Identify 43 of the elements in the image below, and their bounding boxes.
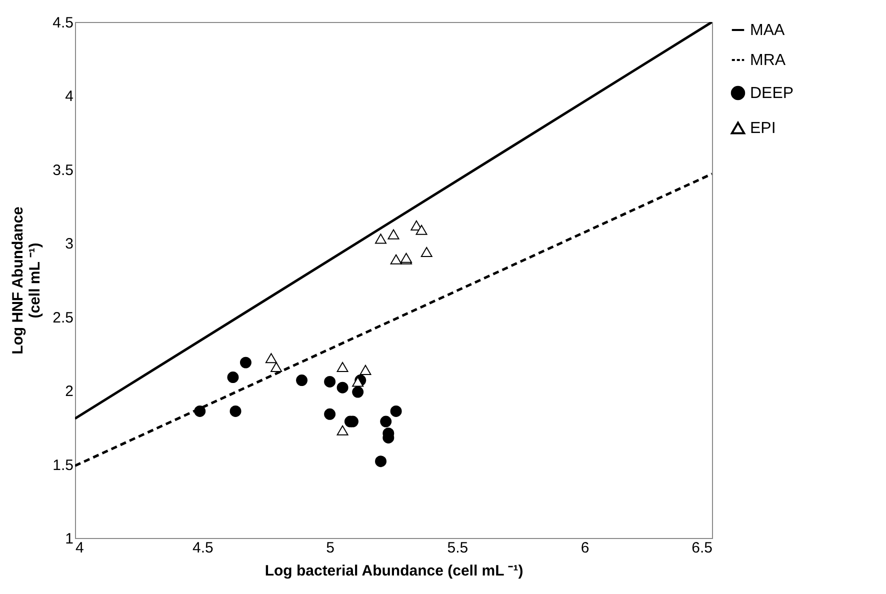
point bbox=[360, 364, 372, 375]
point bbox=[336, 362, 348, 372]
point bbox=[324, 376, 336, 388]
point bbox=[375, 234, 387, 244]
y-tick-label: 4 bbox=[65, 88, 74, 106]
point bbox=[194, 405, 206, 417]
y-axis-title: Log HNF Abundance (cell mL ⁻¹) bbox=[10, 206, 44, 354]
y-tick-label: 3 bbox=[65, 236, 74, 253]
y-tick-label: 4.5 bbox=[52, 14, 74, 32]
y-tick-label: 2.5 bbox=[52, 309, 74, 326]
y-tick-label: 2 bbox=[65, 383, 74, 400]
x-tick-label: 5 bbox=[326, 540, 334, 556]
legend-label: DEEP bbox=[750, 85, 794, 102]
y-tick-label: 1.5 bbox=[52, 456, 74, 474]
point bbox=[336, 382, 348, 394]
x-tick-label: 6.5 bbox=[692, 540, 712, 556]
point bbox=[240, 356, 252, 368]
point bbox=[296, 374, 308, 386]
legend-label: EPI bbox=[750, 120, 776, 137]
x-tick-label: 5.5 bbox=[447, 540, 468, 556]
point bbox=[375, 456, 387, 468]
x-axis-title: Log bacterial Abundance (cell mL ⁻¹) bbox=[264, 562, 524, 580]
point bbox=[227, 372, 239, 384]
point bbox=[352, 386, 364, 398]
point bbox=[416, 224, 428, 235]
point bbox=[388, 229, 400, 240]
x-tick-label: 4.5 bbox=[192, 540, 214, 556]
point bbox=[390, 254, 402, 264]
x-tick-label: 6 bbox=[580, 540, 590, 556]
point bbox=[352, 376, 364, 387]
y-tick-label: 3.5 bbox=[52, 162, 74, 179]
point bbox=[390, 405, 402, 417]
point bbox=[420, 246, 432, 258]
point bbox=[270, 362, 282, 372]
point bbox=[265, 353, 277, 364]
point bbox=[336, 425, 348, 436]
legend-label: MRA bbox=[750, 52, 786, 69]
point bbox=[380, 416, 392, 428]
x-tick-label: 4 bbox=[76, 540, 84, 556]
legend-label: MAA bbox=[750, 22, 785, 39]
y-tick-label: 1 bbox=[65, 530, 74, 548]
point bbox=[230, 405, 242, 417]
point bbox=[324, 408, 336, 420]
